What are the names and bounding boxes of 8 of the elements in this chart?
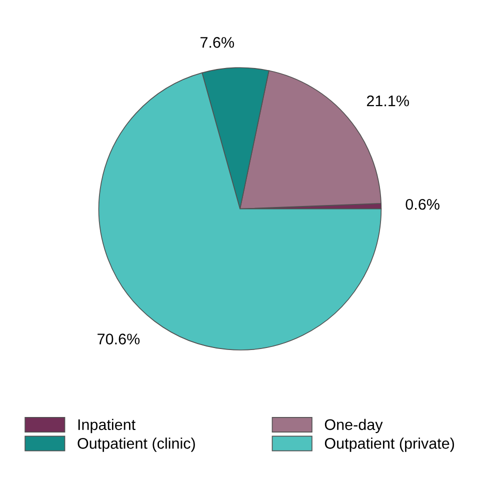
legend-label: Outpatient (private) <box>324 438 454 452</box>
data-label: 70.6% <box>98 334 140 344</box>
legend-label: Outpatient (clinic) <box>78 438 195 452</box>
data-label: 7.6% <box>200 36 234 48</box>
data-label: 0.6% <box>406 198 440 210</box>
legend-label: One-day <box>324 418 383 434</box>
data-label: 21.1% <box>366 96 409 106</box>
legend-label: Inpatient <box>78 418 136 434</box>
